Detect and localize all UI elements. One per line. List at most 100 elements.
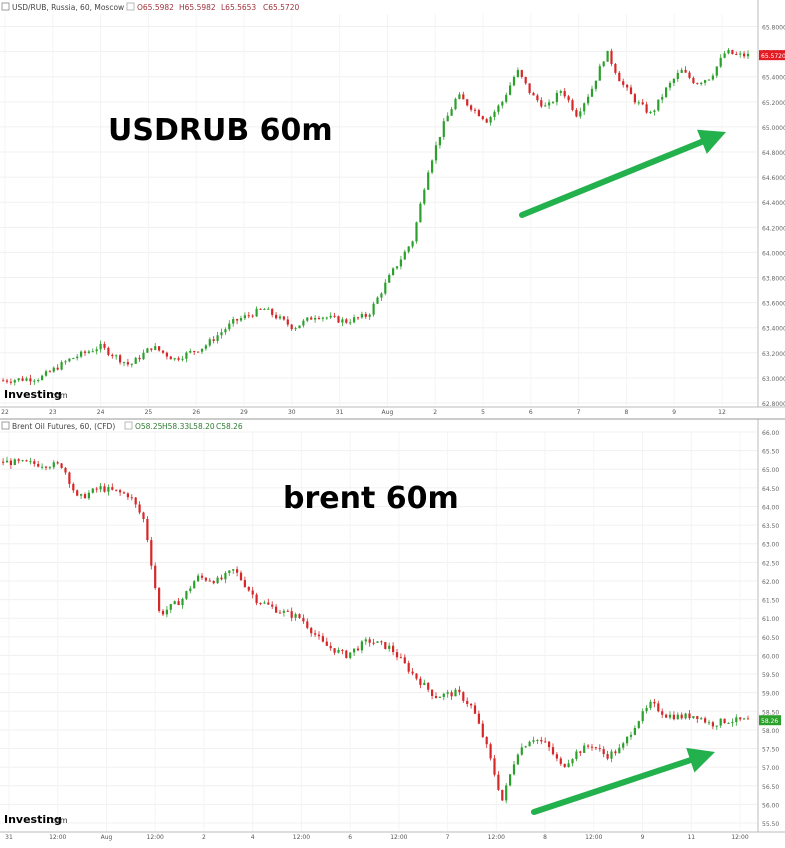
x-tick-label: 12:00 [731,834,748,841]
candle-body [247,315,250,317]
candle-body [559,91,562,93]
candle-body [251,315,254,317]
ohlc-low-label: L65.5653 [221,3,256,12]
candle-body [692,77,695,84]
candle-body [485,736,488,745]
y-tick-label: 65.2000 [762,100,785,107]
candle-body [587,745,590,747]
candle-body [255,594,258,603]
candle-body [212,339,215,341]
candle-body [142,352,145,360]
candle-body [267,308,270,310]
candle-body [271,604,274,607]
candle-body [707,722,711,724]
candle-body [368,314,371,317]
x-tick-label: 26 [192,409,200,416]
candle-body [411,241,414,247]
candle-body [239,572,243,581]
candle-body [637,102,640,104]
last-price-label: 58.26 [761,718,778,725]
candle-body [122,362,126,364]
y-tick-label: 65.4000 [762,75,785,82]
candle-body [161,350,165,353]
x-tick-label: Aug [101,834,113,841]
candle-body [470,105,473,110]
candle-body [497,105,500,112]
y-tick-label: 64.00 [762,504,779,511]
candle-body [33,461,36,464]
candle-body [579,751,582,753]
candle-body [524,76,527,84]
y-tick-label: 65.00 [762,467,779,474]
x-tick-label: 29 [240,409,248,416]
candle-body [477,713,480,724]
candle-body [169,604,172,610]
candle-body [544,105,547,107]
candle-body [423,682,426,685]
candle-body [700,718,703,720]
candle-body [115,355,118,357]
candle-body [376,297,379,304]
candle-body [119,490,122,493]
candle-body [454,689,457,697]
candle-body [746,53,750,57]
candle-body [325,317,328,319]
candle-body [384,282,387,294]
candle-body [427,172,430,190]
candle-body [540,100,543,107]
x-tick-label: 12 [718,409,726,416]
candle-body [13,459,16,465]
candle-body [165,352,168,357]
candle-body [356,648,360,651]
x-tick-label: 12:00 [293,834,310,841]
candle-body [60,362,63,370]
y-tick-label: 56.00 [762,802,779,809]
x-tick-label: Aug [382,409,394,416]
x-tick-label: 12:00 [147,834,164,841]
candle-body [376,641,379,643]
candle-body [267,602,270,605]
candle-body [481,723,484,737]
settings-icon[interactable] [126,2,135,11]
candle-body [329,315,332,318]
candle-body [427,682,430,690]
candle-body [72,358,75,360]
candle-body [653,701,656,704]
candle-body [99,486,102,490]
candle-body [633,727,636,735]
settings-icon[interactable] [124,421,133,430]
candle-body [493,111,496,118]
candle-body [715,66,718,76]
candle-body [9,460,12,465]
candle-body [395,266,399,269]
candle-body [661,96,664,100]
candle-body [520,747,523,755]
candle-body [626,84,629,88]
y-tick-label: 66.00 [762,430,779,437]
candle-body [13,380,16,383]
candle-body [392,268,395,275]
candle-body [310,627,313,634]
candle-body [173,358,176,360]
candle-body [103,344,106,348]
trend-arrow-shaft [519,138,705,218]
collapse-icon[interactable] [1,2,10,11]
candle-body [473,705,477,714]
candle-body [473,109,477,111]
candle-body [126,362,129,365]
candle-body [48,371,51,373]
candle-body [579,111,582,117]
candle-body [540,739,543,742]
candle-body [419,678,422,685]
candle-body [76,490,79,496]
candle-body [5,460,9,463]
candle-body [594,80,597,89]
candle-body [197,575,200,582]
candle-body [329,645,332,649]
candle-body [653,110,656,112]
x-tick-label: 9 [672,409,676,416]
candle-body [134,497,137,505]
collapse-icon[interactable] [1,421,10,430]
candle-body [208,580,211,582]
candle-body [403,657,406,664]
